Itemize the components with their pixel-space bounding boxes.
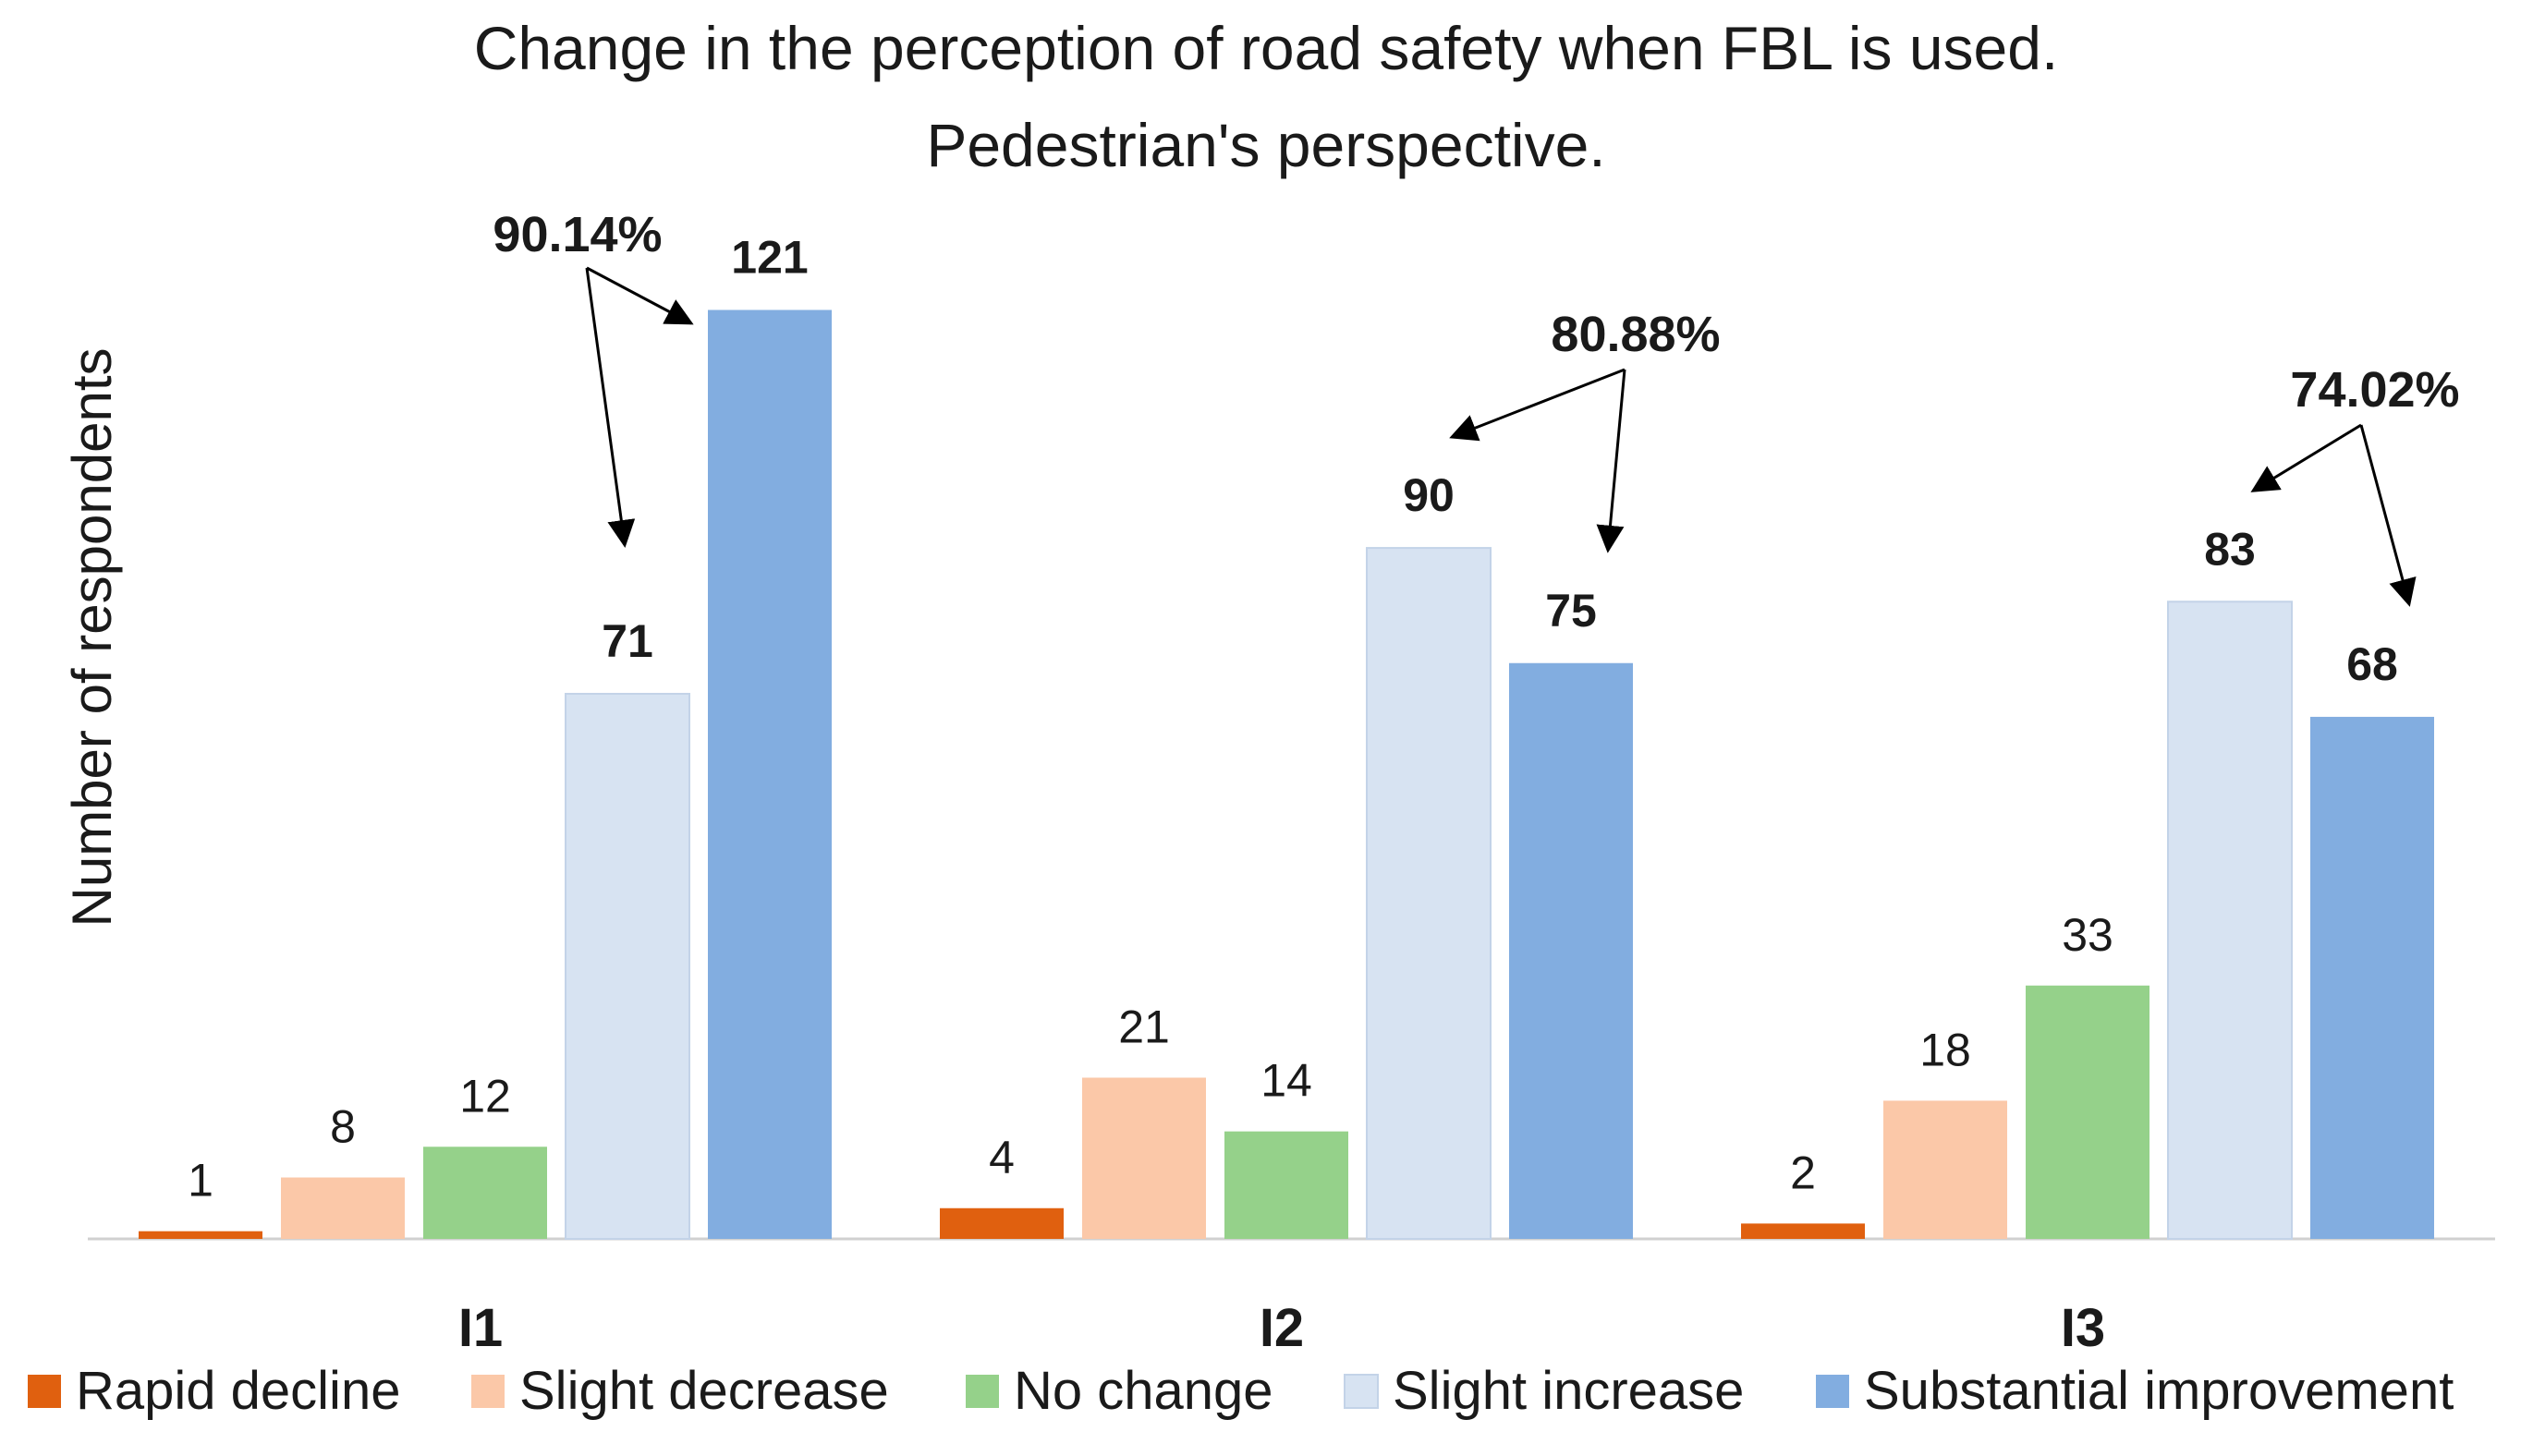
bar-i2-rapid-decline: [940, 1207, 1064, 1239]
annotation-arrow-i3-2: [2359, 424, 2417, 607]
legend-swatch-slight-decrease: [471, 1375, 505, 1408]
legend-label-rapid-decline: Rapid decline: [76, 1361, 400, 1421]
annotation-label-i3: 74.02%: [2290, 362, 2459, 418]
value-label-i3-substantial-improvement: 68: [2346, 638, 2398, 690]
value-label-i1-no-change: 12: [459, 1070, 511, 1122]
legend-swatch-no-change: [966, 1375, 999, 1408]
annotation-arrow-i3-1: [2250, 423, 2362, 492]
legend-label-no-change: No change: [1014, 1361, 1273, 1421]
bar-i3-slight-increase: [2167, 601, 2293, 1240]
chart-title: Change in the perception of road safety …: [474, 14, 2059, 82]
bar-i2-no-change: [1224, 1131, 1348, 1239]
annotation-arrow-i1-2: [586, 266, 694, 325]
bar-i1-slight-increase: [565, 692, 690, 1240]
legend-swatch-substantial-improvement: [1816, 1375, 1849, 1408]
legend-swatch-slight-increase: [1344, 1374, 1379, 1409]
category-label-i3: I3: [2061, 1298, 2105, 1358]
bar-i1-no-change: [423, 1147, 547, 1239]
value-label-i1-rapid-decline: 1: [188, 1155, 213, 1207]
bar-i2-substantial-improvement: [1509, 662, 1633, 1239]
value-label-i2-no-change: 14: [1260, 1055, 1312, 1107]
legend-label-slight-decrease: Slight decrease: [519, 1361, 889, 1421]
bar-i3-slight-decrease: [1883, 1100, 2007, 1239]
annotation-label-i2: 80.88%: [1551, 307, 1720, 362]
value-label-i3-slight-decrease: 18: [1919, 1024, 1971, 1075]
legend-label-slight-increase: Slight increase: [1393, 1361, 1744, 1421]
bar-i3-rapid-decline: [1741, 1223, 1865, 1239]
bar-i2-slight-decrease: [1082, 1077, 1206, 1239]
value-label-i1-slight-decrease: 8: [330, 1101, 356, 1153]
bar-i1-rapid-decline: [139, 1231, 262, 1239]
value-label-i1-substantial-improvement: 121: [731, 231, 808, 283]
legend-label-substantial-improvement: Substantial improvement: [1864, 1361, 2454, 1421]
value-label-i3-no-change: 33: [2062, 909, 2113, 961]
value-label-i3-rapid-decline: 2: [1790, 1147, 1816, 1198]
value-label-i2-substantial-improvement: 75: [1545, 585, 1597, 637]
annotation-label-i1: 90.14%: [493, 207, 662, 262]
value-label-i2-slight-increase: 90: [1403, 469, 1455, 521]
bar-i2-slight-increase: [1366, 547, 1492, 1240]
bar-i3-substantial-improvement: [2310, 716, 2434, 1239]
legend-swatch-rapid-decline: [28, 1375, 61, 1408]
value-label-i1-slight-increase: 71: [602, 615, 653, 667]
chart-subtitle: Pedestrian's perspective.: [926, 111, 1605, 179]
bar-i1-slight-decrease: [281, 1177, 405, 1239]
bars-layer: [139, 309, 2434, 1240]
category-label-i1: I1: [458, 1298, 503, 1358]
annotation-arrow-i2-2: [1596, 369, 1626, 553]
category-labels-layer: I1 I2 I3: [458, 1298, 2105, 1358]
category-label-i2: I2: [1260, 1298, 1304, 1358]
annotation-arrow-i1-1: [585, 267, 636, 548]
value-label-i3-slight-increase: 83: [2204, 523, 2256, 575]
bar-i1-substantial-improvement: [708, 309, 832, 1239]
value-label-i2-rapid-decline: 4: [989, 1132, 1015, 1183]
annotation-arrow-i2-1: [1449, 368, 1626, 442]
annotations-layer: 90.14% 80.88% 74.02%: [493, 207, 2460, 607]
bar-i3-no-change: [2026, 985, 2149, 1239]
legend: Rapid decline Slight decrease No change Sli…: [28, 1361, 2454, 1421]
y-axis-label: Number of respondents: [61, 347, 123, 927]
value-label-i2-slight-decrease: 21: [1118, 1001, 1170, 1052]
